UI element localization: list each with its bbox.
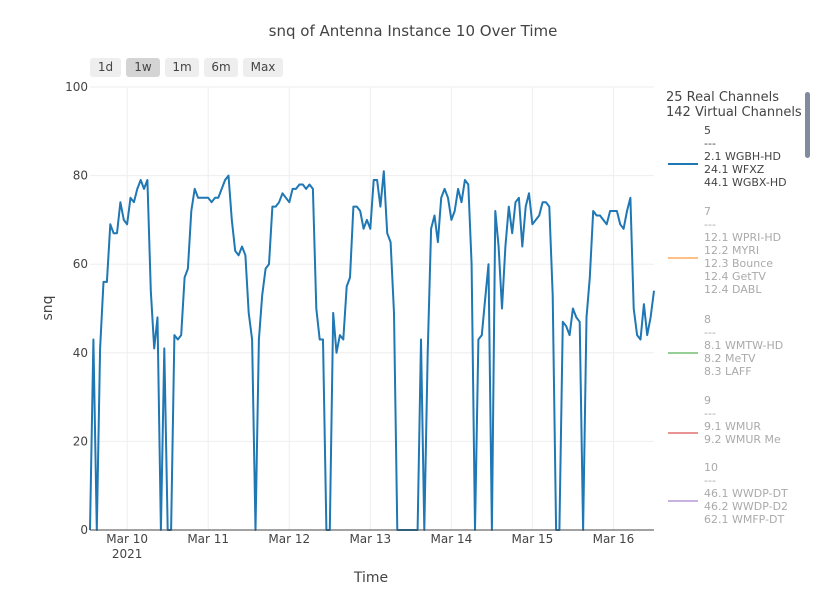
legend-entry-text[interactable]: ---: [704, 137, 716, 150]
legend-entry-text[interactable]: 62.1 WMFP-DT: [704, 513, 785, 526]
legend-entry-text[interactable]: 5: [704, 124, 711, 137]
legend-entry-text[interactable]: 46.2 WWDP-D2: [704, 500, 789, 513]
y-tick-label: 80: [73, 169, 88, 183]
legend-entry-text[interactable]: 9.1 WMUR: [704, 420, 762, 433]
legend-entry-text[interactable]: 46.1 WWDP-DT: [704, 487, 788, 500]
x-tick-label: Mar 16: [593, 532, 635, 546]
legend-entry-text[interactable]: 24.1 WFXZ: [704, 163, 765, 176]
legend-entry-text[interactable]: 8.3 LAFF: [704, 365, 752, 378]
legend-header-virtual: 142 Virtual Channels: [666, 105, 802, 120]
x-tick-label: Mar 12: [268, 532, 310, 546]
y-tick-label: 100: [65, 80, 88, 94]
y-tick-label: 40: [73, 346, 88, 360]
legend-line-swatch[interactable]: [668, 499, 698, 502]
legend-entry-text[interactable]: 2.1 WGBH-HD: [704, 150, 781, 163]
range-button-1m[interactable]: 1m: [165, 58, 199, 77]
legend-entry-text[interactable]: ---: [704, 218, 716, 231]
legend-line-swatch[interactable]: [668, 351, 698, 354]
y-tick-label: 60: [73, 257, 88, 271]
y-tick-label: 20: [73, 434, 88, 448]
legend-entry-text[interactable]: 12.4 DABL: [704, 283, 762, 296]
x-tick-label: Mar 10: [106, 532, 148, 546]
legend-header-real: 25 Real Channels: [666, 90, 779, 105]
legend-entry-text[interactable]: 12.4 GetTV: [704, 270, 766, 283]
legend-entry-text[interactable]: 9.2 WMUR Me: [704, 433, 781, 446]
legend-entry-text[interactable]: ---: [704, 474, 716, 487]
chart-title: snq of Antenna Instance 10 Over Time: [268, 22, 558, 40]
range-button-1d[interactable]: 1d: [90, 58, 121, 77]
legend-entry-text[interactable]: 9: [704, 394, 711, 407]
x-axis-title: Time: [353, 570, 388, 586]
range-button-max[interactable]: Max: [243, 58, 283, 77]
x-tick-label: Mar 13: [349, 532, 391, 546]
range-button-1w[interactable]: 1w: [126, 58, 160, 77]
x-tick-label: Mar 14: [430, 532, 472, 546]
legend-entry-text[interactable]: 12.3 Bounce: [704, 257, 774, 270]
legend-entry-text[interactable]: 10: [704, 461, 718, 474]
legend-entry-text[interactable]: 8: [704, 313, 711, 326]
range-button-6m[interactable]: 6m: [204, 58, 238, 77]
legend-entry-text[interactable]: 44.1 WGBX-HD: [704, 176, 787, 189]
y-tick-label: 0: [80, 523, 88, 537]
legend-entry-text[interactable]: 12.2 MYRI: [704, 244, 760, 257]
legend-line-swatch[interactable]: [668, 432, 698, 434]
legend-entry-text[interactable]: ---: [704, 326, 716, 339]
legend-entry-text[interactable]: 7: [704, 205, 711, 218]
legend-line-swatch[interactable]: [668, 256, 698, 259]
series-line-5: [89, 170, 655, 531]
legend-entry-text[interactable]: 8.2 MeTV: [704, 352, 756, 365]
legend-entry-text[interactable]: 8.1 WMTW-HD: [704, 339, 784, 352]
x-tick-sublabel: 2021: [112, 547, 143, 561]
x-tick-label: Mar 15: [512, 532, 554, 546]
x-tick-label: Mar 11: [187, 532, 229, 546]
legend-entry-text[interactable]: 12.1 WPRI-HD: [704, 231, 782, 244]
y-axis-title: snq: [40, 295, 56, 320]
legend-line-swatch[interactable]: [668, 162, 698, 165]
legend-entry-text[interactable]: ---: [704, 407, 716, 420]
legend-scrollbar[interactable]: [805, 92, 810, 158]
